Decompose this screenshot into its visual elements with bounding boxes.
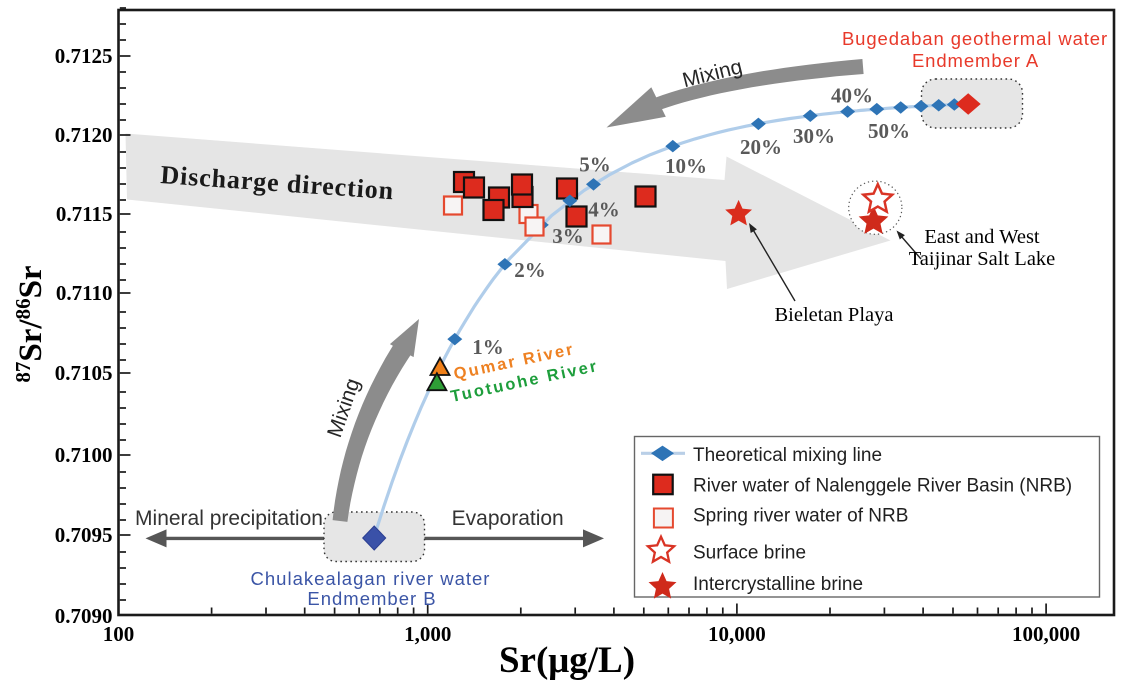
svg-text:Theoretical mixing line: Theoretical mixing line [693, 445, 882, 466]
svg-text:50%: 50% [868, 119, 910, 143]
svg-text:100: 100 [103, 622, 135, 646]
svg-text:87Sr/86Sr: 87Sr/86Sr [11, 265, 49, 382]
svg-text:0.7095: 0.7095 [55, 523, 113, 547]
svg-text:0.7100: 0.7100 [55, 443, 113, 467]
svg-text:1%: 1% [472, 335, 504, 359]
svg-text:0.7090: 0.7090 [55, 604, 113, 628]
svg-text:Bugedaban geothermal water: Bugedaban geothermal water [842, 28, 1108, 49]
svg-text:5%: 5% [579, 153, 611, 177]
svg-text:3%: 3% [552, 224, 584, 248]
svg-text:Endmember A: Endmember A [912, 50, 1039, 71]
svg-text:0.7120: 0.7120 [55, 123, 113, 147]
svg-text:10,000: 10,000 [708, 622, 766, 646]
svg-text:Surface brine: Surface brine [693, 543, 806, 564]
svg-text:Bieletan Playa: Bieletan Playa [775, 304, 894, 326]
svg-text:40%: 40% [831, 84, 873, 108]
svg-text:Spring river water of NRB: Spring river water of NRB [693, 506, 908, 527]
svg-text:Taijinar Salt Lake: Taijinar Salt Lake [909, 248, 1056, 270]
svg-text:10%: 10% [665, 154, 707, 178]
svg-text:East and West: East and West [924, 226, 1040, 248]
svg-text:Evaporation: Evaporation [452, 507, 564, 530]
svg-text:Sr(μg/L): Sr(μg/L) [499, 640, 635, 681]
svg-text:0.7110: 0.7110 [56, 281, 113, 305]
svg-text:2%: 2% [514, 258, 546, 282]
svg-text:Mineral precipitation: Mineral precipitation [135, 507, 323, 530]
svg-text:0.7105: 0.7105 [55, 361, 113, 385]
svg-text:4%: 4% [588, 198, 620, 222]
svg-text:Endmember B: Endmember B [307, 588, 436, 609]
svg-text:1,000: 1,000 [404, 622, 451, 646]
svg-text:20%: 20% [740, 135, 782, 159]
svg-text:Chulakealagan river water: Chulakealagan river water [251, 568, 491, 589]
svg-text:0.7115: 0.7115 [56, 202, 113, 226]
svg-text:100,000: 100,000 [1012, 622, 1080, 646]
svg-text:River water of Nalenggele Rive: River water of Nalenggele River Basin (N… [693, 476, 1072, 497]
svg-text:30%: 30% [793, 124, 835, 148]
svg-text:0.7125: 0.7125 [55, 44, 113, 68]
svg-text:Intercrystalline brine: Intercrystalline brine [693, 574, 863, 595]
